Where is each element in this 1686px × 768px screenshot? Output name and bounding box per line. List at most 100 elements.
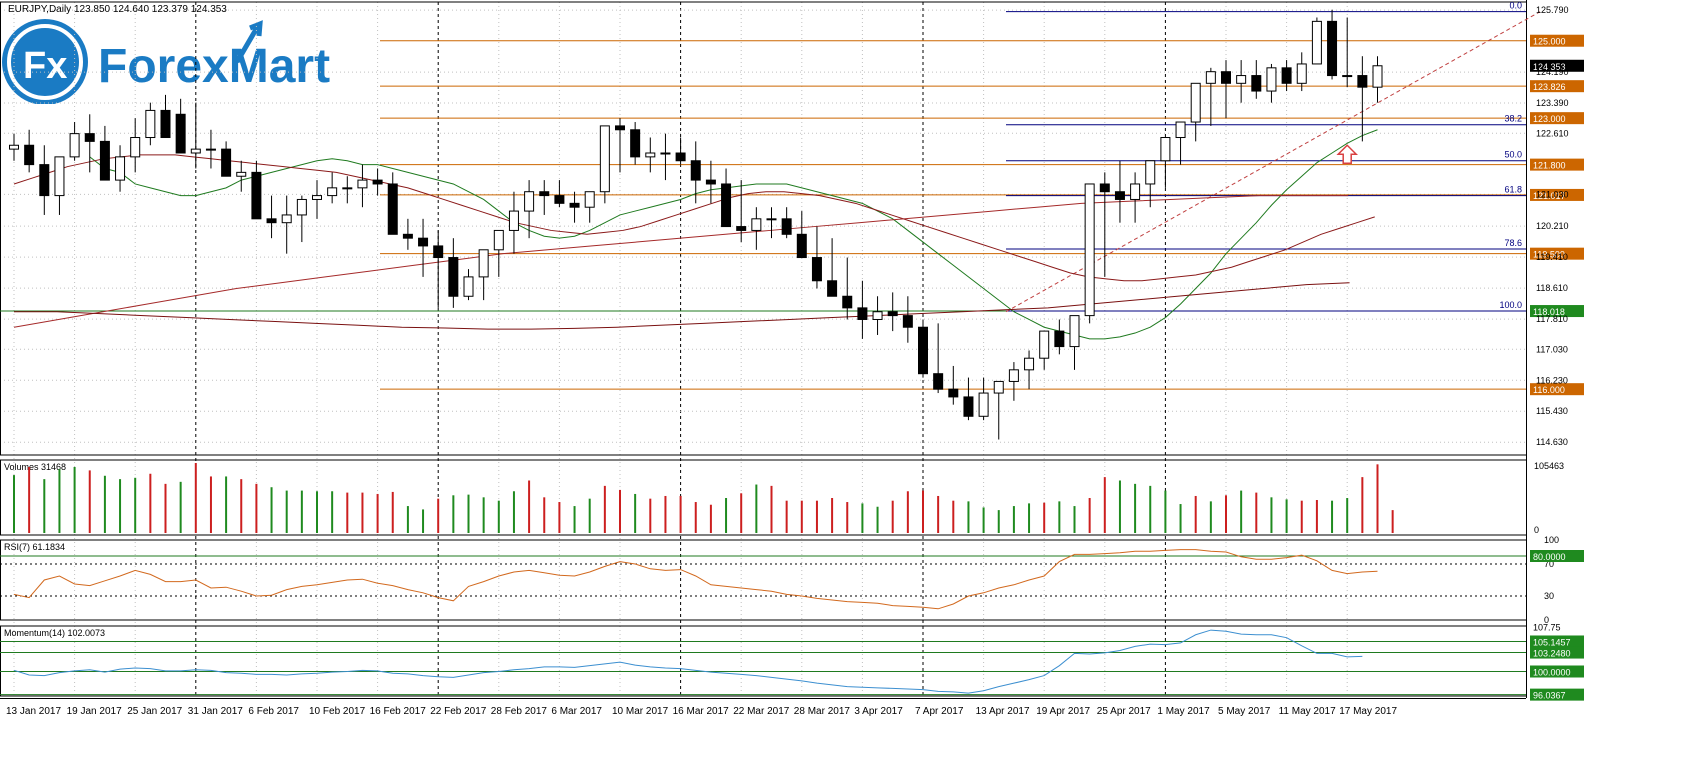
fib-label: 61.8	[1504, 185, 1522, 195]
candle-body	[978, 392, 989, 417]
candle-body	[918, 326, 928, 375]
price-tick-label: 117.030	[1536, 344, 1568, 354]
logo-circle	[2, 19, 88, 105]
symbol-header: EURJPY,Daily 123.850 124.640 123.379 124…	[8, 4, 227, 15]
candle-body	[342, 187, 353, 190]
rsi-level-label: 80.0000	[1533, 552, 1566, 562]
forexmart-logo: Fx ForexMart	[0, 16, 385, 105]
candle-body	[1039, 330, 1050, 359]
candle-body	[1205, 71, 1216, 84]
logo-graphic: Fx ForexMart	[2, 19, 330, 105]
momentum-level-tag	[1530, 635, 1584, 648]
volumes-title: Volumes 31468	[4, 462, 66, 472]
candle-body	[448, 257, 459, 297]
candle-body	[463, 276, 474, 297]
candle-body	[827, 280, 838, 297]
x-tick-label: 28 Mar 2017	[794, 706, 851, 717]
candle-body	[599, 125, 610, 193]
candle-body	[115, 156, 126, 181]
candle-body	[1372, 65, 1383, 88]
candle-body	[1296, 63, 1307, 84]
candle-body	[508, 210, 519, 231]
candle-body	[24, 144, 35, 166]
rsi-tick-label: 100	[1544, 535, 1559, 545]
logo-text: ForexMart	[98, 40, 330, 93]
candle-body	[39, 164, 50, 197]
candle-body	[236, 171, 247, 177]
candle-body	[1357, 75, 1368, 88]
x-tick-label: 7 Apr 2017	[915, 706, 964, 717]
candle-body	[872, 311, 883, 320]
level-price-tag	[1530, 34, 1584, 47]
candle-body	[1175, 121, 1186, 139]
logo-mark: Fx	[23, 45, 67, 87]
fib-label: 0.0	[1509, 1, 1522, 11]
price-tick-label: 125.790	[1536, 5, 1569, 15]
level-price-label: 118.018	[1533, 307, 1565, 317]
panel-frame	[0, 459, 1527, 536]
rsi-tick-label: 70	[1544, 559, 1554, 569]
level-price-tag	[1530, 305, 1584, 318]
x-tick-label: 10 Feb 2017	[309, 706, 366, 717]
volume-bars: Volumes 31468 105463 0	[4, 461, 1564, 535]
rsi-indicator: RSI(7) 61.1834 100 70 30 0 80.0000	[0, 535, 1584, 625]
candle-body	[1221, 71, 1231, 84]
candle-body	[84, 133, 95, 142]
x-tick-label: 31 Jan 2017	[188, 706, 243, 717]
price-tick-label: 122.610	[1536, 128, 1569, 138]
momentum-line	[13, 629, 1363, 694]
volume-tick-label: 0	[1534, 525, 1539, 535]
candle-body	[433, 245, 444, 259]
x-tick-label: 1 May 2017	[1157, 706, 1210, 717]
candle-body	[1145, 160, 1156, 185]
candle-body	[1160, 137, 1171, 162]
moving-average-line	[89, 129, 1378, 340]
candle-body	[281, 214, 292, 224]
level-price-tag	[1530, 112, 1584, 125]
x-tick-label: 25 Apr 2017	[1097, 706, 1151, 717]
x-tick-label: 25 Jan 2017	[127, 706, 182, 717]
level-price-tag	[1530, 247, 1584, 260]
candle-body	[645, 152, 656, 158]
candle-body	[312, 195, 322, 200]
moving-average-line	[13, 195, 1349, 328]
candle-body	[160, 109, 171, 139]
candle-body	[175, 113, 186, 154]
candle-body	[1054, 330, 1065, 348]
price-tick-label: 121.030	[1536, 189, 1569, 199]
horizontal-levels: 125.000 123.826 123.000 121.800 121.017 119.5…	[0, 1, 1584, 396]
candle-body	[493, 229, 504, 251]
candle-body	[963, 396, 974, 417]
candle-body	[736, 226, 747, 231]
x-tick-label: 16 Feb 2017	[370, 706, 427, 717]
panel-frames	[0, 0, 1527, 699]
candle-body	[993, 380, 1004, 394]
candle-body	[69, 133, 80, 158]
candlesticks[interactable]	[9, 9, 1383, 440]
price-tick-label: 118.610	[1536, 283, 1568, 293]
candle-body	[842, 295, 853, 309]
candle-body	[887, 311, 898, 317]
rsi-title: RSI(7) 61.1834	[4, 542, 65, 552]
candle-body	[402, 233, 413, 239]
candle-body	[751, 218, 762, 231]
momentum-tick-label: 107.75	[1533, 622, 1561, 632]
candle-body	[811, 257, 822, 282]
level-price-label: 125.000	[1533, 37, 1566, 47]
candle-body	[145, 109, 156, 139]
candle-body	[1024, 357, 1035, 371]
candle-body	[524, 191, 535, 212]
price-tick-label: 124.190	[1536, 67, 1569, 77]
candle-body	[1281, 67, 1292, 84]
candle-body	[1084, 183, 1095, 317]
level-price-label: 123.826	[1533, 82, 1566, 92]
rsi-tick-label: 30	[1544, 591, 1554, 601]
candle-body	[1251, 75, 1262, 92]
candle-body	[418, 237, 429, 247]
candle-body	[1069, 315, 1080, 348]
candle-body	[9, 144, 19, 150]
fib-label: 78.6	[1504, 238, 1522, 248]
last-price-label: 124.353	[1533, 62, 1566, 72]
price-tick-label: 116.230	[1536, 375, 1568, 385]
momentum-indicator: Momentum(14) 102.0073 107.75 105.1457 103.2…	[0, 622, 1584, 701]
